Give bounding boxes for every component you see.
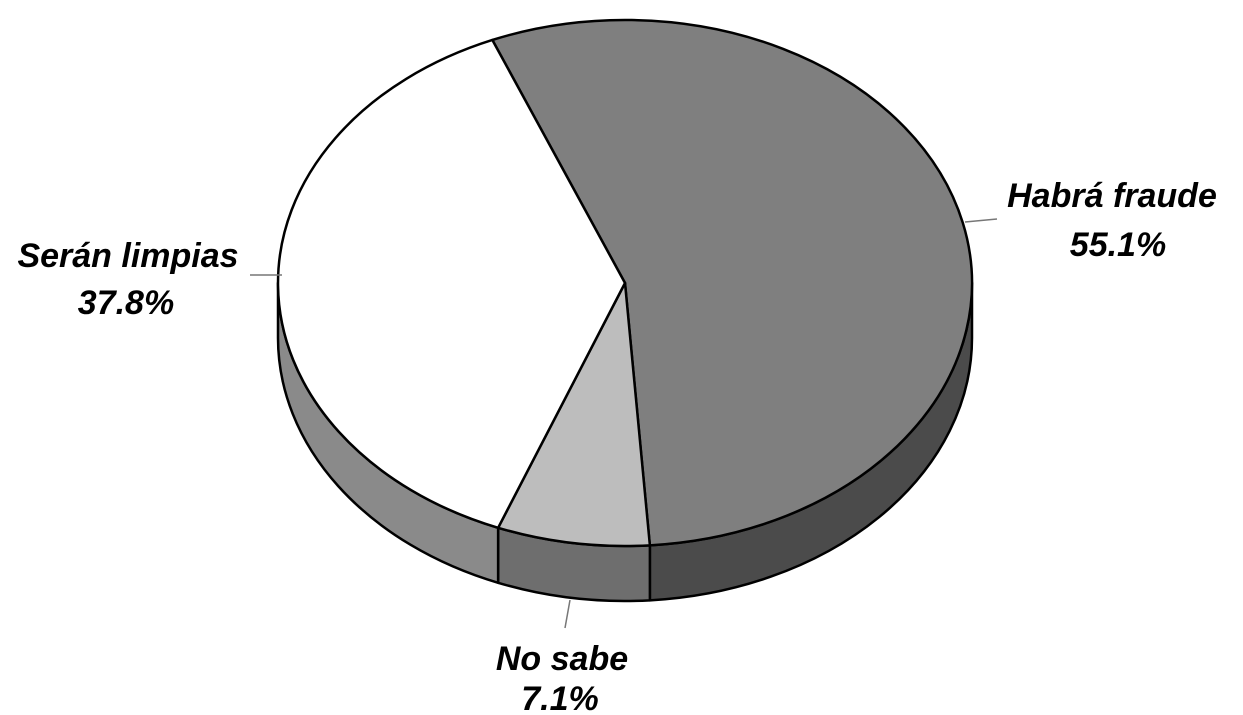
slice-value-seran-limpias: 37.8%: [78, 284, 174, 322]
slice-value-no-sabe: 7.1%: [521, 680, 599, 715]
slice-label-no-sabe: No sabe: [496, 640, 628, 678]
slice-label-habra-fraude: Habrá fraude: [1007, 177, 1217, 215]
slice-seran-limpias: [276, 38, 627, 530]
leader-line-no-sabe: [564, 599, 571, 629]
slice-habra-fraude: [491, 18, 974, 547]
pie-slices: [276, 18, 974, 548]
slice-label-seran-limpias: Serán limpias: [17, 237, 238, 275]
slice-value-habra-fraude: 55.1%: [1070, 226, 1166, 264]
leader-lines: [250, 218, 998, 629]
leader-line-habra-fraude: [964, 218, 998, 223]
slice-no-sabe: [496, 281, 652, 548]
